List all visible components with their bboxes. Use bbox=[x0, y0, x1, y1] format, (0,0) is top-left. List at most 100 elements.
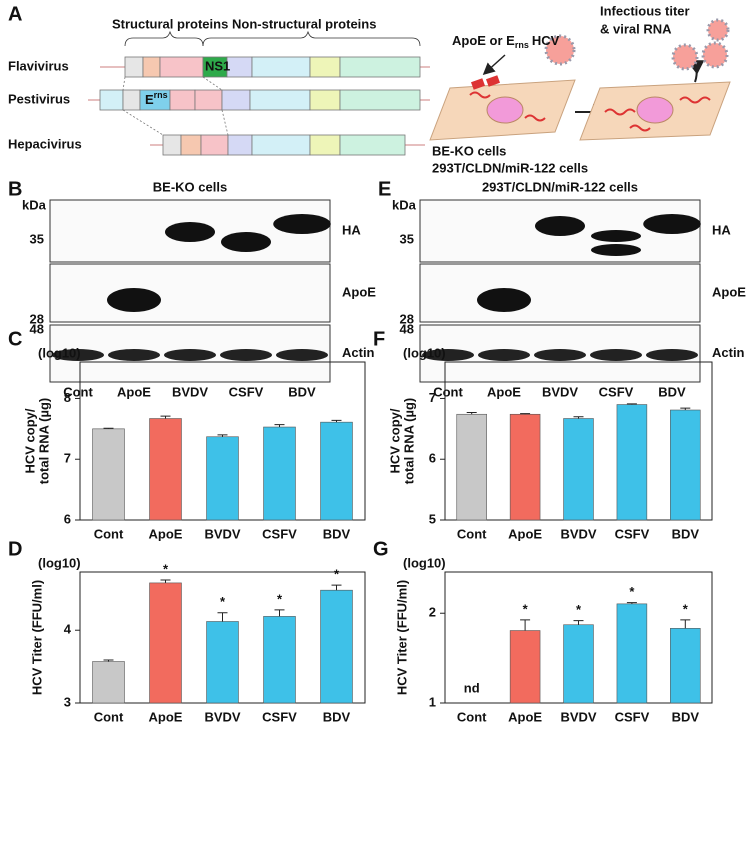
blot-band bbox=[591, 244, 641, 256]
bar bbox=[206, 436, 239, 521]
bar bbox=[616, 404, 648, 521]
error-bar bbox=[520, 413, 531, 415]
protein-label: Erns bbox=[145, 90, 168, 107]
annotation: * bbox=[163, 561, 169, 576]
blot-band bbox=[221, 232, 271, 252]
x-tick-label: ApoE bbox=[508, 526, 542, 541]
y-axis-label: HCV Titer (FFU/ml) bbox=[29, 580, 44, 695]
blot-band bbox=[422, 349, 474, 361]
annotation: * bbox=[334, 567, 340, 582]
x-tick-label: CSFV bbox=[615, 709, 650, 724]
x-tick-label: Cont bbox=[94, 526, 124, 541]
x-tick-label: Cont bbox=[457, 709, 487, 724]
bar bbox=[263, 616, 296, 704]
y-axis-label: total RNA (µg) bbox=[401, 398, 416, 484]
y-tick-label: 8 bbox=[64, 390, 71, 405]
error-bar bbox=[466, 411, 477, 415]
lane-label: ApoE bbox=[487, 384, 521, 399]
band-label: Actin bbox=[712, 345, 745, 360]
kda-label: kDa bbox=[22, 197, 47, 212]
blot-band bbox=[276, 349, 328, 361]
blot-title: BE-KO cells bbox=[153, 179, 227, 194]
bar bbox=[92, 661, 125, 704]
band-label: ApoE bbox=[712, 284, 746, 299]
y-tick-label: 2 bbox=[429, 605, 436, 620]
bar bbox=[509, 630, 541, 704]
blot-strip bbox=[419, 263, 701, 323]
blot-band bbox=[591, 230, 641, 242]
x-tick-label: BVDV bbox=[560, 526, 596, 541]
y-tick-label: 7 bbox=[429, 390, 436, 405]
error-bar bbox=[573, 416, 584, 419]
error-bar bbox=[274, 424, 285, 428]
lane-label: BDV bbox=[658, 384, 686, 399]
x-tick-label: CSFV bbox=[615, 526, 650, 541]
x-tick-label: Cont bbox=[94, 709, 124, 724]
error-bar bbox=[626, 403, 637, 405]
annotation: nd bbox=[464, 680, 480, 695]
y-axis-label: HCV Titer (FFU/ml) bbox=[394, 580, 409, 695]
x-tick-label: ApoE bbox=[149, 526, 183, 541]
error-bar bbox=[274, 609, 285, 617]
error-bar bbox=[217, 434, 228, 437]
panel-label: B bbox=[8, 178, 22, 200]
bar bbox=[206, 621, 239, 704]
bar bbox=[563, 624, 594, 704]
lane-label: CSFV bbox=[599, 384, 634, 399]
lane-label: Cont bbox=[63, 384, 93, 399]
band-label: HA bbox=[712, 222, 731, 237]
panel-label: C bbox=[8, 328, 22, 350]
bar bbox=[616, 603, 648, 704]
error-bar bbox=[160, 415, 171, 419]
blot-strip bbox=[49, 263, 331, 323]
panel-label: D bbox=[8, 538, 22, 560]
protein-label: NS1 bbox=[205, 58, 230, 73]
y-tick-label: 6 bbox=[64, 511, 71, 526]
error-bar bbox=[217, 612, 228, 622]
blot-band bbox=[52, 349, 104, 361]
lane-label: CSFV bbox=[229, 384, 264, 399]
x-tick-label: CSFV bbox=[262, 526, 297, 541]
bar bbox=[149, 582, 182, 704]
x-tick-label: ApoE bbox=[149, 709, 183, 724]
lane-label: BVDV bbox=[542, 384, 578, 399]
error-bar bbox=[331, 584, 342, 591]
band-label: Actin bbox=[342, 345, 375, 360]
bar bbox=[456, 413, 487, 521]
panel-label: E bbox=[378, 178, 391, 200]
unit-label: (log10) bbox=[403, 555, 446, 570]
blot-band bbox=[107, 288, 161, 312]
group-label: Structural proteins bbox=[112, 16, 228, 31]
y-axis-label: total RNA (µg) bbox=[36, 398, 51, 484]
y-tick-label: 5 bbox=[429, 511, 436, 526]
x-tick-label: BVDV bbox=[204, 526, 240, 541]
blot-band bbox=[478, 349, 530, 361]
y-tick-label: 4 bbox=[64, 622, 72, 637]
bar bbox=[509, 413, 541, 521]
marker-label: 48 bbox=[30, 321, 44, 336]
blot-band bbox=[643, 214, 701, 234]
marker-label: 28 bbox=[30, 311, 44, 326]
panel-label: F bbox=[373, 328, 385, 350]
kda-label: kDa bbox=[392, 197, 417, 212]
group-label: Non-structural proteins bbox=[232, 16, 376, 31]
genome-label: Hepacivirus bbox=[8, 136, 82, 151]
y-tick-label: 3 bbox=[64, 694, 71, 709]
readout-label: & viral RNA bbox=[600, 21, 672, 36]
bar bbox=[320, 589, 353, 704]
y-axis-label: HCV copy/ bbox=[387, 408, 402, 473]
blot-band bbox=[273, 214, 331, 234]
error-bar bbox=[626, 602, 637, 604]
unit-label: (log10) bbox=[38, 345, 81, 360]
cell-label: BE-KO cells bbox=[432, 143, 506, 158]
blot-band bbox=[108, 349, 160, 361]
bar bbox=[670, 628, 701, 704]
blot-band bbox=[535, 216, 585, 236]
genome-label: Pestivirus bbox=[8, 91, 70, 106]
error-bar bbox=[103, 659, 114, 662]
x-tick-label: BVDV bbox=[204, 709, 240, 724]
marker-label: 48 bbox=[400, 321, 414, 336]
band-label: HA bbox=[342, 222, 361, 237]
genome-diagram bbox=[88, 30, 430, 156]
